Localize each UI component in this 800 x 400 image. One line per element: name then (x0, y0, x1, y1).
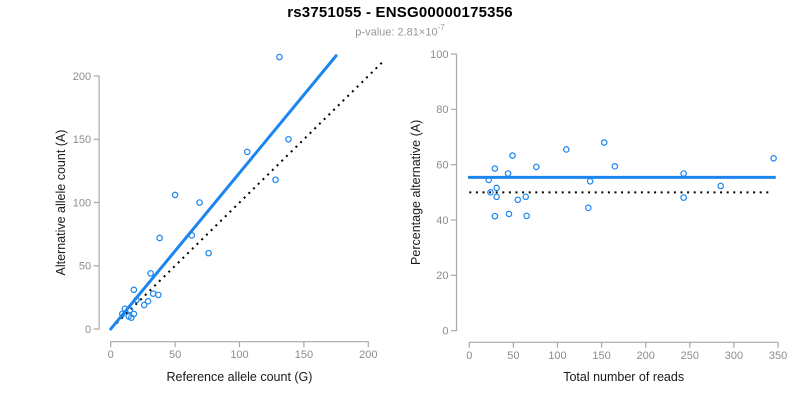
identity-line (111, 58, 386, 329)
data-point (188, 232, 196, 239)
y-tick-label: 50 (79, 261, 91, 273)
y-axis-label: Alternative allele count (A) (54, 130, 68, 276)
left-scatter-plot: 0 50 100 150 200 0 50 100 150 200 Reference allele… (54, 53, 386, 384)
y-tick-label: 40 (436, 215, 448, 227)
data-point (128, 314, 135, 321)
data-point (144, 297, 152, 305)
x-tick-label: 350 (769, 350, 787, 362)
x-tick-label: 50 (507, 350, 519, 362)
y-tick-label: 20 (436, 270, 448, 282)
data-point (717, 182, 724, 190)
x-axis-label: Total number of reads (563, 370, 684, 384)
data-point (485, 176, 492, 184)
data-point (611, 163, 619, 170)
data-point (140, 301, 148, 309)
data-point (680, 170, 687, 177)
x-tick-label: 50 (169, 349, 181, 361)
y-axis-label: Percentage alternative (A) (409, 120, 423, 265)
x-tick-label: 100 (548, 350, 566, 362)
data-point (118, 310, 126, 318)
data-point (272, 176, 279, 184)
data-point (243, 148, 251, 156)
p-value-text: p-value: 2.81×10 (355, 26, 438, 39)
data-point (130, 286, 138, 294)
x-tick-label: 150 (295, 349, 313, 361)
data-point (491, 212, 499, 220)
data-point (523, 212, 530, 220)
data-point (491, 165, 499, 172)
p-value-exponent: -7 (437, 23, 445, 32)
x-tick-label: 150 (592, 350, 610, 362)
y-tick-label: 100 (430, 49, 448, 61)
plot-subtitle: p-value: 2.81×10-7 (0, 23, 800, 39)
data-point (770, 155, 777, 162)
data-point (133, 296, 140, 304)
x-tick-label: 250 (681, 350, 699, 362)
data-point (196, 199, 203, 206)
data-point (149, 290, 157, 297)
data-point (585, 204, 592, 212)
x-tick-label: 200 (359, 349, 377, 361)
data-point (563, 146, 570, 153)
data-point (522, 193, 530, 201)
data-point (680, 194, 687, 201)
plot-title: rs3751055 - ENSG00000175356 (287, 4, 513, 21)
data-point (533, 163, 540, 171)
y-tick-label: 0 (85, 324, 91, 336)
data-point (285, 135, 292, 143)
x-tick-label: 200 (637, 350, 655, 362)
data-point (276, 53, 283, 61)
data-point (493, 184, 500, 192)
data-point (600, 139, 608, 146)
x-tick-label: 100 (230, 349, 248, 361)
y-tick-label: 150 (73, 134, 91, 146)
data-point (586, 177, 594, 185)
data-point (509, 152, 516, 159)
data-point (504, 170, 512, 177)
data-point (505, 210, 513, 218)
y-tick-label: 0 (442, 325, 448, 337)
y-tick-label: 200 (73, 71, 91, 83)
data-point (205, 249, 212, 257)
data-point (126, 306, 134, 314)
data-point (155, 291, 162, 299)
right-scatter-plot: 0 50 100 150 200 250 300 350 0 20 40 60 80 100 Total n… (409, 49, 787, 384)
y-tick-label: 60 (436, 159, 448, 171)
data-point (156, 234, 163, 242)
y-tick-label: 100 (73, 197, 91, 209)
x-tick-label: 0 (466, 350, 472, 362)
y-tick-label: 80 (436, 104, 448, 116)
x-tick-label: 300 (725, 350, 743, 362)
data-point (487, 189, 494, 196)
data-point (493, 193, 500, 201)
data-point (147, 270, 154, 277)
x-axis-label: Reference allele count (G) (167, 370, 313, 384)
data-point (171, 191, 179, 199)
x-tick-label: 0 (108, 349, 114, 361)
data-point (514, 196, 522, 204)
fitted-line (109, 54, 338, 331)
